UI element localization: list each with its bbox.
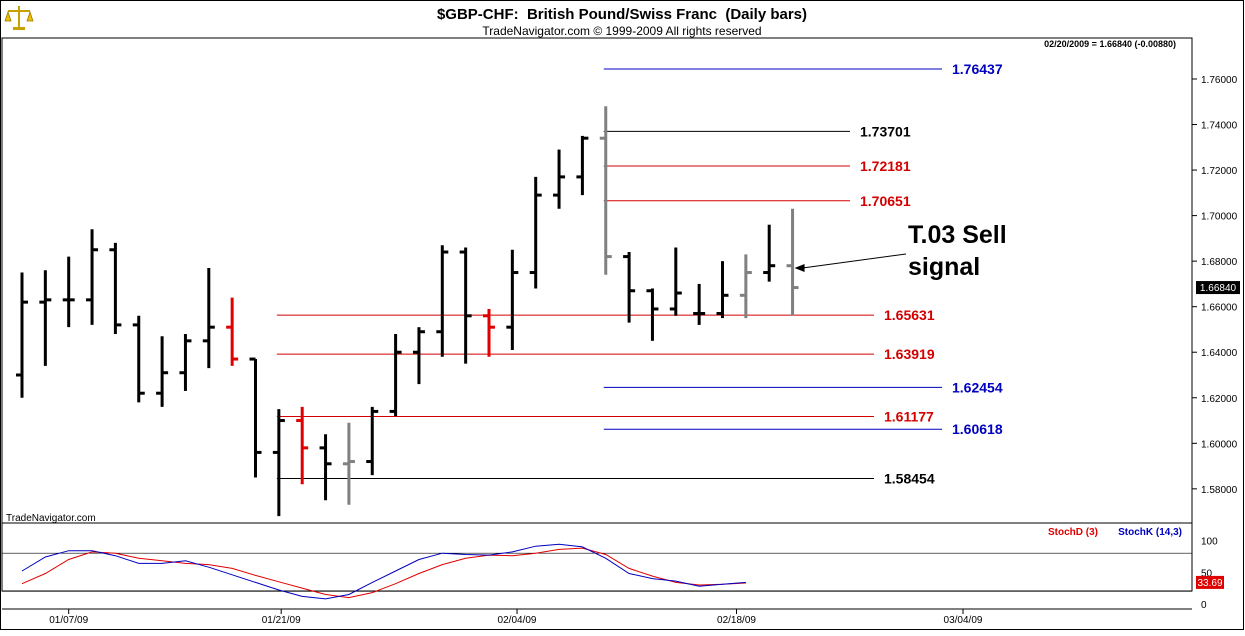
ohlc-bar [202,267,215,369]
stoch-last-tag-bg [1196,575,1224,589]
ohlc-bar [506,249,519,350]
last-price-tag-bg [1196,281,1240,295]
ohlc-bar [319,434,332,501]
level-label: 1.61177 [884,409,934,425]
level-label: 1.70651 [860,193,911,209]
price-tick-label: 1.62000 [1201,394,1238,405]
ohlc-bar [412,327,425,385]
annotation-arrow [802,253,907,269]
ohlc-bar [132,315,145,403]
ohlc-bar [62,256,75,328]
sell-signal-annotation: T.03 Sell signal [794,221,1007,281]
price-tick-label: 1.76000 [1201,75,1238,86]
ohlc-bar [109,242,122,335]
time-tick-label: 02/04/09 [498,615,537,626]
price-tick-label: 1.60000 [1201,439,1238,450]
stoch-tick-label: 100 [1201,537,1218,548]
price-tick-label: 1.74000 [1201,121,1238,132]
time-tick-label: 01/07/09 [49,615,88,626]
ohlc-bar [739,254,752,319]
chart-title: $GBP-CHF: British Pound/Swiss Franc (Dai… [437,6,807,23]
ohlc-bar [249,357,262,478]
price-tick-label: 1.58000 [1201,485,1238,496]
ohlc-bar [272,409,285,517]
stoch-last-label: 33.69 [1197,578,1222,589]
ohlc-bar [226,297,239,366]
scales-icon [4,3,34,31]
level-label: 1.63919 [884,346,935,362]
ohlc-bar [669,247,682,316]
price-tick-label: 1.70000 [1201,212,1238,223]
price-tick-label: 1.72000 [1201,166,1238,177]
ohlc-bar [86,229,99,325]
ohlc-bar [716,261,729,319]
stochastic-indicator: 0 50 100 [2,537,1218,611]
ohlc-bar [576,135,589,196]
level-label: 1.60618 [952,421,1003,437]
ohlc-bar [179,334,192,391]
watermark: TradeNavigator.com [6,513,96,524]
ohlc-bar [156,336,169,407]
ohlc-bar [599,106,612,275]
annotation-line-1: T.03 Sell [908,221,1007,249]
stoch-tick-label: 50 [1201,568,1213,579]
ohlc-bar [786,208,799,316]
ohlc-bars [16,106,799,517]
level-label: 1.58454 [884,471,935,487]
time-tick-label: 03/04/09 [944,615,983,626]
annotation-line-2: signal [908,253,980,281]
price-tick-label: 1.64000 [1201,348,1238,359]
ohlc-bar [693,283,706,325]
ohlc-bar [296,406,309,485]
level-label: 1.65631 [884,307,935,323]
time-axis: 01/07/09 01/21/09 02/04/09 02/18/09 03/04/09 [49,609,983,626]
last-price-label: 1.66840 [1200,283,1237,294]
ohlc-bar [646,288,659,341]
level-label: 1.72181 [860,158,911,174]
legend-stochd: StochD (3) [1048,527,1098,538]
ohlc-bar [39,270,52,366]
ohlc-bar [389,334,402,416]
annotation-arrowhead [794,263,805,272]
legend-stochk: StochK (14,3) [1118,527,1182,538]
stoch-last-tag: 33.69 [1196,575,1224,589]
ohlc-bar [529,176,542,289]
price-tick-label: 1.68000 [1201,257,1238,268]
ohlc-bar [483,308,495,357]
ohlc-bar [763,224,776,282]
chart-subtitle: TradeNavigator.com © 1999-2009 All right… [482,24,761,38]
price-levels: 1.76437 1.73701 1.72181 1.70651 1.65631 1.639… [276,61,1003,487]
time-tick-label: 02/18/09 [717,615,756,626]
stoch-tick-label: 0 [1201,600,1207,611]
price-axis: 1.58000 1.60000 1.62000 1.64000 1.66000 1.680… [1192,75,1238,496]
ohlc-bar [553,149,566,209]
last-price-tag: 1.66840 [1196,281,1240,295]
level-label: 1.62454 [952,379,1003,395]
ohlc-bar [436,245,449,357]
stoch-series-line [21,547,746,599]
ohlc-bar [459,247,472,364]
ohlc-bar [366,406,379,476]
ohlc-bar [16,272,28,398]
level-label: 1.73701 [860,123,911,139]
level-label: 1.76437 [952,61,1003,77]
status-readout: 02/20/2009 = 1.66840 (-0.00880) [1044,39,1176,49]
price-tick-label: 1.66000 [1201,303,1238,314]
ohlc-bar [342,422,355,505]
stoch-series-line [21,543,746,600]
ohlc-bar [623,252,636,323]
time-tick-label: 01/21/09 [262,615,301,626]
